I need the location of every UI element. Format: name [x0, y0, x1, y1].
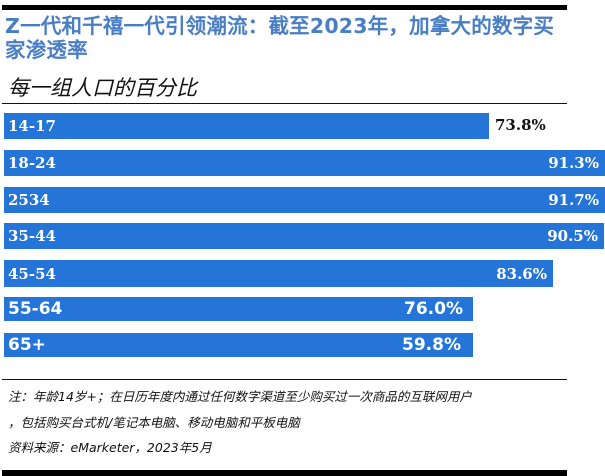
bar-14-17: 14-17	[4, 113, 489, 139]
bar-category-label: 55-64	[8, 299, 63, 319]
bar-value-label: 83.6%	[496, 264, 547, 283]
chart-title: Z一代和千禧一代引领潮流：截至2023年，加拿大的数字买家渗透率	[5, 14, 555, 62]
bar-category-label: 2534	[8, 191, 50, 209]
footnote-line-2: ，包括购买台式机/笔记本电脑、移动电脑和平板电脑	[8, 415, 300, 430]
bar-category-label: 45-54	[8, 264, 56, 283]
bar-category-label: 65+	[8, 335, 46, 355]
footnote-line-1: 注：年龄14岁+；在日历年度内通过任何数字渠道至少购买过一次商品的互联网用户	[8, 389, 472, 404]
footer-rule	[2, 379, 567, 380]
bar-55-64: 55-64 76.0%	[4, 297, 473, 321]
bar-value-label: 59.8%	[402, 335, 461, 355]
bar-value-label: 91.7%	[548, 191, 599, 209]
bar-category-label: 14-17	[8, 117, 56, 135]
bar-value-label: 91.3%	[548, 154, 599, 172]
bar-category-label: 35-44	[8, 227, 56, 245]
bottom-rule	[2, 470, 567, 476]
bar-value-label: 76.0%	[404, 299, 463, 319]
bar-45-54: 45-54 83.6%	[4, 260, 553, 287]
bar-value-label: 73.8%	[495, 116, 546, 134]
bar-category-label: 18-24	[8, 154, 56, 172]
bar-18-24: 18-24 91.3%	[4, 150, 605, 176]
bar-65-plus: 65+ 59.8%	[4, 333, 473, 357]
chart-subtitle: 每一组人口的百分比	[8, 76, 197, 100]
bar-25-34: 2534 91.7%	[4, 187, 605, 213]
source-note: 资料来源：eMarketer，2023年5月	[8, 440, 212, 455]
bar-value-label: 90.5%	[547, 227, 598, 245]
subtitle-rule	[2, 103, 567, 104]
top-rule	[2, 5, 567, 10]
bar-35-44: 35-44 90.5%	[4, 223, 604, 249]
